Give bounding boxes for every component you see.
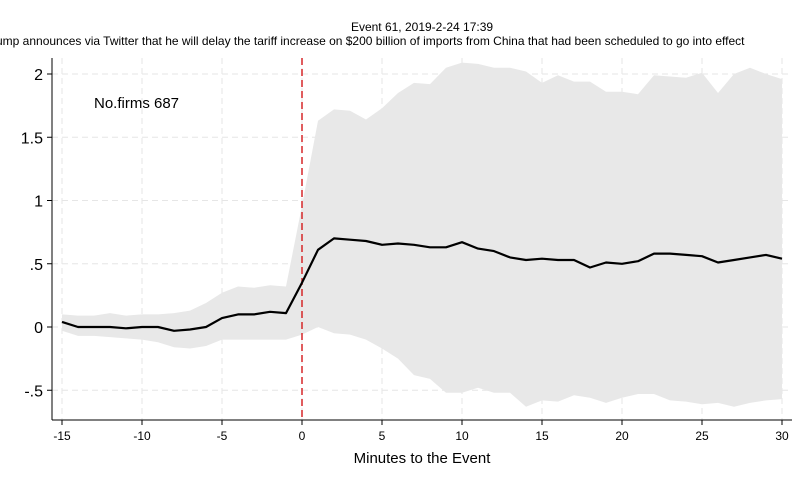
firm-count-annotation: No.firms 687	[94, 95, 179, 112]
x-tick-label: 5	[379, 429, 386, 443]
confidence-band-layer	[62, 62, 782, 407]
confidence-band	[62, 62, 782, 407]
y-tick-label: 1	[34, 194, 43, 211]
x-axis-label: Minutes to the Event	[354, 450, 492, 467]
series-line-layer	[61, 237, 783, 332]
x-tick-label: -10	[133, 429, 151, 443]
x-tick-label: 20	[615, 429, 629, 443]
y-tick-label: 1.5	[21, 130, 43, 147]
x-tick-label: 10	[455, 429, 469, 443]
mean-return-line	[61, 237, 783, 332]
chart-title: Event 61, 2019-2-24 17:39	[351, 20, 493, 34]
x-tick-label: -5	[217, 429, 228, 443]
x-tick-label: 30	[775, 429, 789, 443]
chart-subtitle: ump announces via Twitter that he will d…	[0, 34, 745, 48]
y-tick-label: 0	[34, 320, 43, 337]
y-tick-label: .5	[30, 257, 43, 274]
x-tick-label: 25	[695, 429, 709, 443]
axes	[47, 58, 792, 425]
x-tick-label: 15	[535, 429, 549, 443]
x-tick-label: 0	[299, 429, 306, 443]
y-tick-labels: -.5 0 .5 1 1.5 2	[21, 67, 43, 400]
y-tick-label: 2	[34, 67, 43, 84]
x-tick-labels: -15 -10 -5 0 5 10 15 20 25 30	[53, 429, 789, 443]
y-tick-label: -.5	[24, 383, 43, 400]
x-tick-label: -15	[53, 429, 71, 443]
